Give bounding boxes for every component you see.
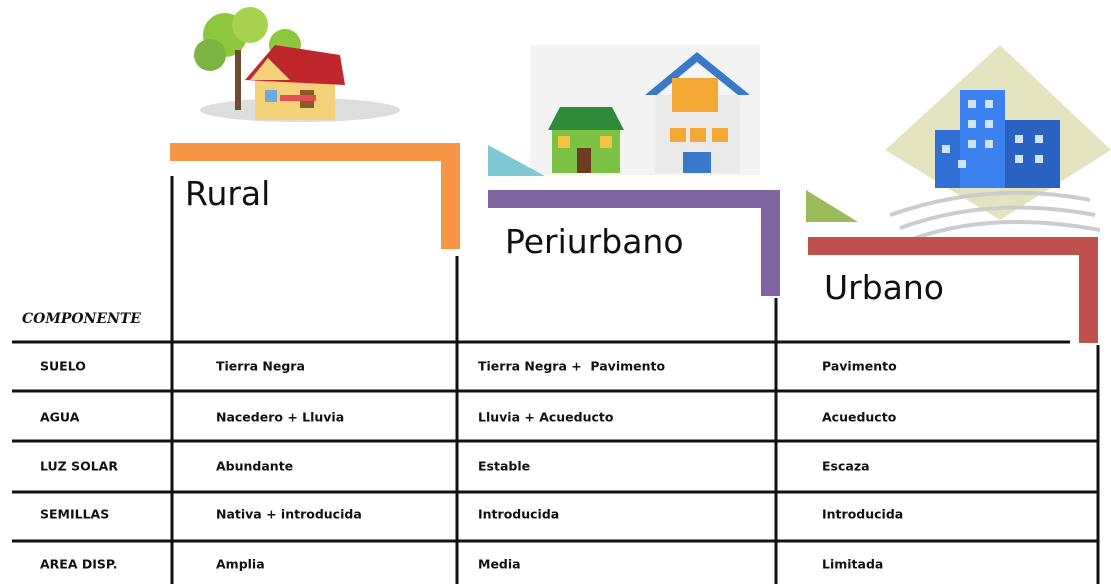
column-header: Rural (185, 174, 271, 213)
rural-icon (194, 7, 400, 122)
table-cell: Nativa + introducida (216, 506, 362, 522)
corner-label: COMPONENTE (22, 311, 141, 327)
table-lines (12, 176, 1100, 584)
table-cell: Limitada (822, 556, 884, 572)
table-cell: Introducida (822, 506, 904, 522)
table-cell: Abundante (216, 458, 294, 474)
row-label: AGUA (40, 409, 80, 425)
table-cell: Estable (478, 458, 531, 474)
row-label: LUZ SOLAR (40, 458, 118, 474)
periurban-icon (530, 45, 760, 175)
row-label: SEMILLAS (40, 506, 110, 522)
urban-icon (885, 45, 1111, 242)
table-cell: Pavimento (822, 358, 897, 374)
table-cell: Tierra Negra + Pavimento (478, 358, 666, 374)
row-label: AREA DISP. (40, 556, 118, 572)
row-label: SUELO (40, 358, 86, 374)
table-cell: Introducida (478, 506, 560, 522)
column-header: Periurbano (505, 222, 684, 261)
table-cell: Lluvia + Acueducto (478, 409, 614, 425)
bracket (170, 143, 1098, 343)
column-header: Urbano (824, 268, 944, 307)
table-cell: Amplia (216, 556, 265, 572)
table-cell: Media (478, 556, 521, 572)
table-cell: Acueducto (822, 409, 897, 425)
table-cell: Tierra Negra (216, 358, 305, 374)
table-cell: Nacedero + Lluvia (216, 409, 345, 425)
table-cell: Escaza (822, 458, 870, 474)
